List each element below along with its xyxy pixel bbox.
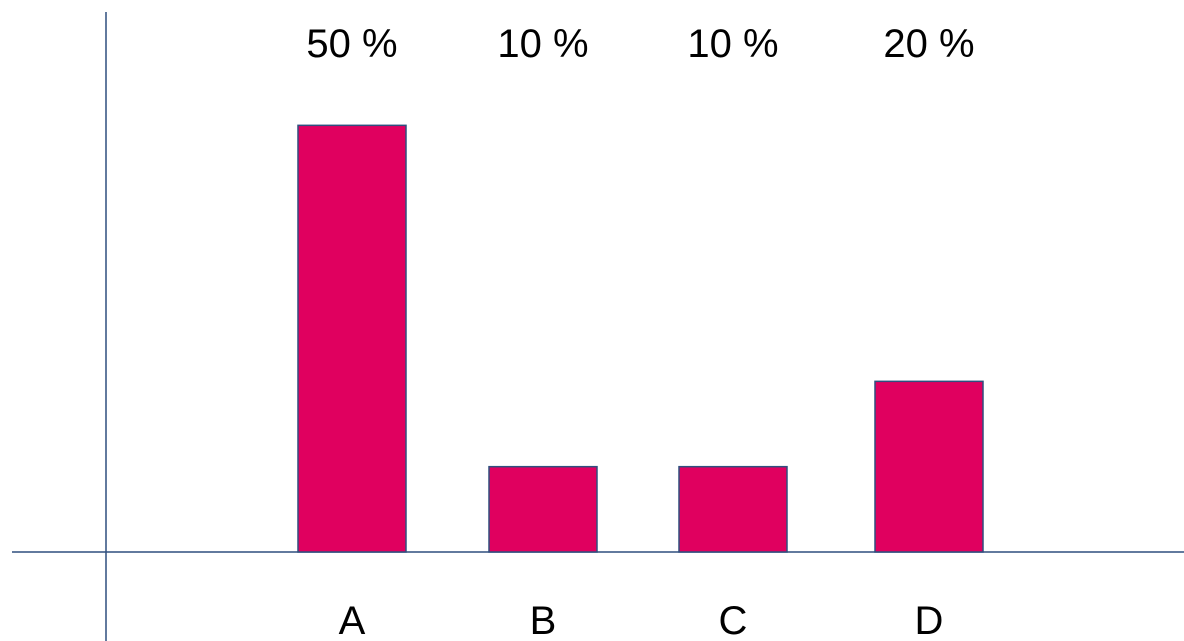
data-label-a: 50 % [306,22,397,66]
category-label-a: A [339,599,366,641]
category-label-d: D [915,599,944,641]
category-labels: A B C D [339,599,944,641]
bar-d [874,380,984,553]
category-label-b: B [530,599,557,641]
category-label-c: C [719,599,748,641]
data-label-b: 10 % [497,22,588,66]
bar-a [297,124,407,553]
bar-c [678,465,788,553]
data-label-d: 20 % [883,22,974,66]
data-label-c: 10 % [687,22,778,66]
bar-b [488,465,598,553]
data-labels: 50 % 10 % 10 % 20 % [306,22,974,66]
bars [297,124,984,553]
